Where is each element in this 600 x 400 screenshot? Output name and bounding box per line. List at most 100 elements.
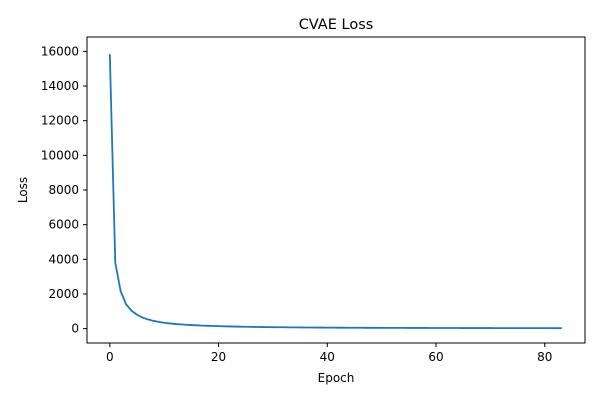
y-tick-label: 16000 [41,44,79,58]
loss-data-point [158,321,160,323]
loss-data-point [484,327,486,329]
loss-data-point [506,327,508,329]
loss-data-point [147,318,149,321]
loss-data-point [120,290,122,292]
loss-data-point [397,327,399,329]
loss-data-point [500,327,502,329]
loss-data-point [228,325,231,328]
loss-data-point [538,327,540,329]
loss-data-point [560,327,562,329]
loss-data-point [234,325,236,328]
loss-data-point [130,310,133,312]
loss-data-point [348,327,350,329]
loss-data-point [337,327,339,329]
loss-data-point [169,322,171,325]
loss-data-point [435,327,437,329]
loss-data-point [179,323,182,325]
loss-series-line [108,53,562,330]
x-tick-label: 20 [211,350,226,364]
loss-data-point [163,322,165,324]
loss-data-point [533,327,535,329]
plot-area: 0 20 40 60 80 0 2000 4000 6000 8000 10000 12000 140… [41,36,586,364]
loss-data-point [522,327,524,329]
loss-data-point [283,326,285,328]
loss-data-point [310,326,312,329]
loss-data-point [250,326,252,328]
loss-data-point [430,327,432,329]
loss-data-point [391,327,394,329]
loss-data-point [457,327,459,329]
loss-data-point [555,327,557,329]
loss-data-point [277,326,279,328]
y-tick-label: 0 [71,322,79,336]
loss-data-point [468,327,470,329]
loss-data-point [190,324,192,326]
y-tick-label: 8000 [48,183,79,197]
loss-data-point [544,327,546,329]
loss-data-point [174,323,176,325]
y-tick-label: 4000 [48,252,79,266]
loss-data-point [114,262,116,264]
loss-data-point [109,54,111,56]
loss-data-point [473,327,475,329]
loss-data-point [196,324,198,326]
loss-data-point [419,327,421,329]
loss-data-point [516,327,519,329]
loss-data-point [223,325,225,327]
loss-data-point [359,327,361,329]
loss-data-point [424,327,426,329]
loss-data-point [321,326,323,329]
loss-data-point [408,327,410,329]
loss-data-point [495,327,497,329]
loss-data-point [446,327,448,329]
x-tick-label: 80 [537,350,552,364]
loss-data-point [239,326,241,328]
loss-data-point [353,327,356,329]
loss-data-point [413,327,415,329]
loss-data-point [272,326,274,328]
loss-data-point [294,326,296,328]
loss-data-point [462,327,464,329]
y-tick-label: 10000 [41,148,79,162]
loss-data-point [141,316,144,319]
loss-data-point [381,327,383,329]
loss-data-point [364,327,366,329]
loss-data-point [527,327,530,329]
y-tick-label: 12000 [41,114,79,128]
loss-data-point [343,327,345,329]
loss-data-point [440,327,443,329]
loss-data-point [402,327,405,329]
loss-data-point [212,325,214,327]
loss-data-point [315,326,318,329]
loss-data-point [332,327,334,329]
loss-data-point [136,314,138,316]
loss-data-point [386,327,388,329]
x-axis-label: Epoch [318,371,355,385]
loss-data-point [125,303,127,305]
x-tick-label: 0 [106,350,114,364]
loss-data-point [511,327,513,329]
loss-data-point [451,327,453,329]
loss-data-point [478,327,481,329]
y-tick-label: 14000 [41,79,79,93]
loss-data-point [370,327,372,329]
loss-data-point [375,327,377,329]
loss-data-point [245,326,247,328]
loss-data-point [549,327,551,329]
y-axis-label: Loss [16,177,30,203]
y-tick-label: 2000 [48,287,79,301]
loss-data-point [217,325,220,327]
y-axis: 0 2000 4000 6000 8000 10000 12000 14000 16000 [41,44,87,336]
loss-data-point [288,326,290,328]
loss-data-point [207,325,209,327]
loss-data-point [299,326,301,329]
loss-data-point [256,326,258,328]
loss-data-point [304,326,307,329]
loss-data-point [185,324,187,326]
loss-data-point [326,327,328,329]
x-tick-label: 40 [320,350,335,364]
loss-data-point [152,320,154,322]
x-tick-label: 60 [428,350,443,364]
